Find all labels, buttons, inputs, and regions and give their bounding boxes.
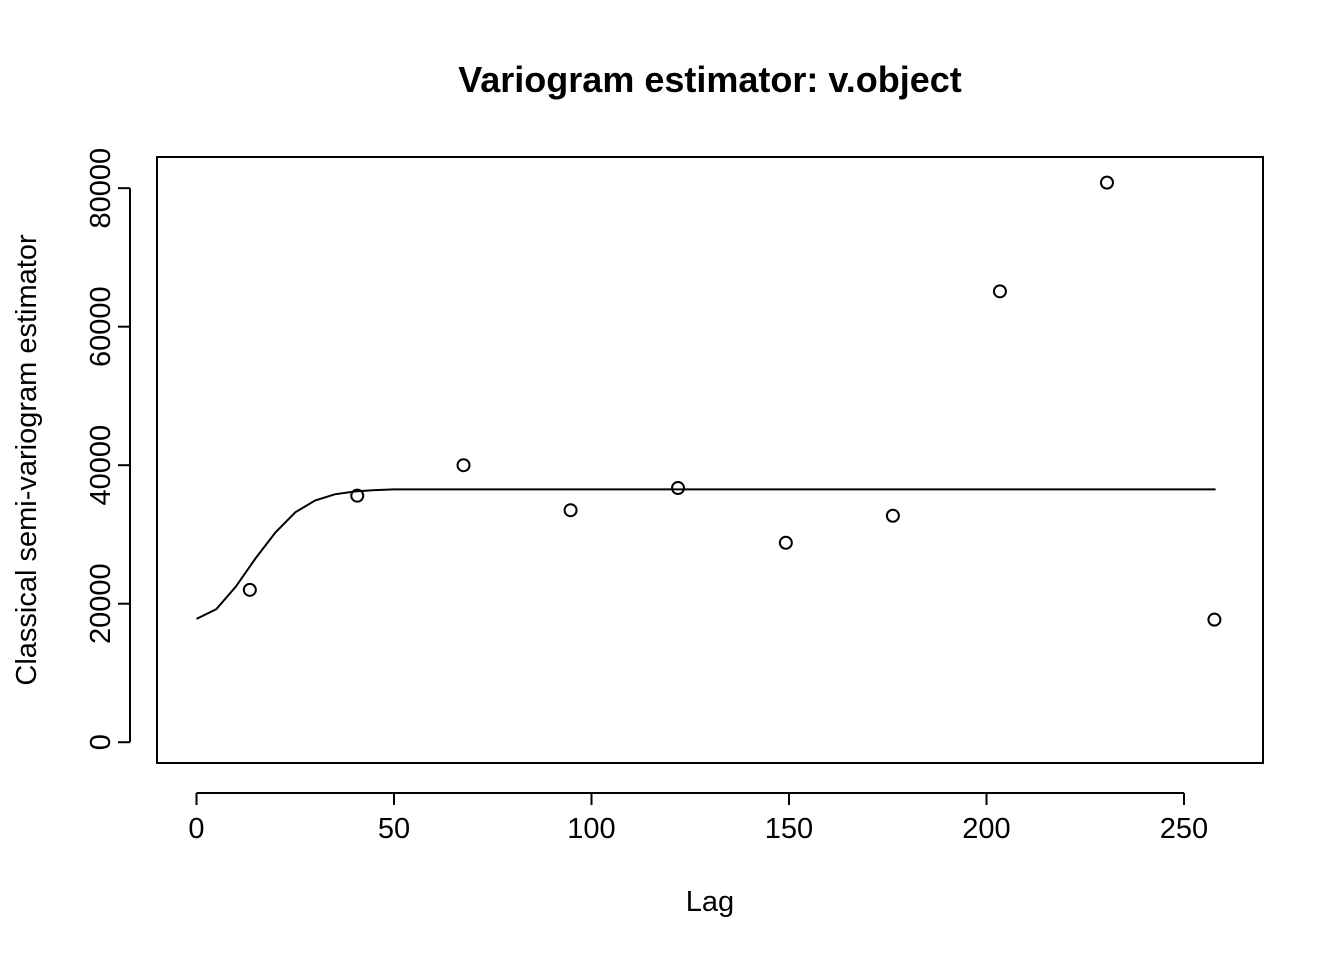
x-tick-label: 0 [188, 813, 204, 845]
data-point [671, 481, 686, 496]
plot-area [196, 175, 1222, 627]
y-tick-label: 60000 [85, 286, 117, 367]
fitted-variogram-line [196, 488, 1216, 620]
x-axis-label: Lag [686, 886, 734, 918]
y-tick-label: 0 [85, 734, 117, 750]
data-point [992, 284, 1007, 299]
data-point [456, 458, 471, 473]
x-tick-label: 200 [962, 813, 1010, 845]
data-point [350, 488, 365, 503]
y-axis-label: Classical semi-variogram estimator [11, 234, 43, 686]
x-axis: 0 50 100 150 200 250 [188, 792, 1208, 845]
data-point [885, 508, 900, 523]
data-point [242, 582, 257, 597]
data-point [1207, 612, 1222, 627]
data-point [563, 503, 578, 518]
x-tick-label: 100 [567, 813, 615, 845]
y-tick-label: 40000 [85, 425, 117, 506]
plot-frame [156, 156, 1264, 764]
data-point [1099, 175, 1114, 190]
y-axis: 0 20000 40000 60000 80000 [85, 148, 131, 750]
data-point [778, 535, 793, 550]
x-tick-label: 50 [378, 813, 410, 845]
x-tick-label: 250 [1160, 813, 1208, 845]
y-tick-label: 80000 [85, 148, 117, 229]
x-tick-label: 150 [765, 813, 813, 845]
chart-title: Variogram estimator: v.object [458, 59, 962, 100]
y-tick-label: 20000 [85, 563, 117, 644]
